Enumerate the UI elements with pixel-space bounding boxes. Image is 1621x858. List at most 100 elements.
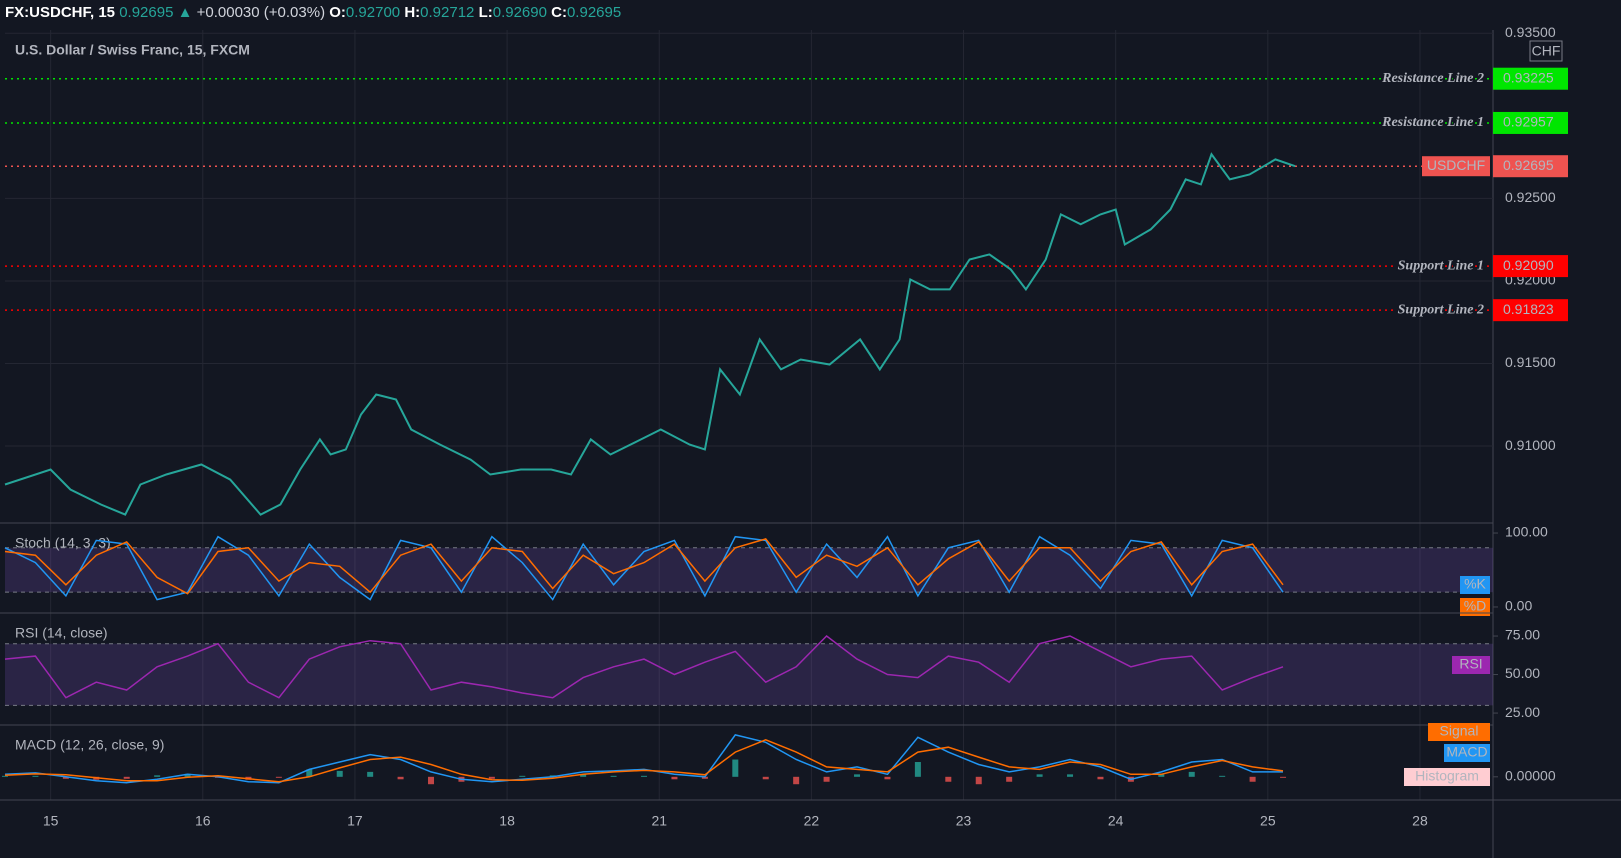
x-tick-label: 16 [195, 813, 211, 829]
level-value-box [1493, 155, 1568, 178]
level-value-box [1493, 111, 1568, 134]
ohlc-label: C: [551, 4, 567, 21]
currency: CHF [1532, 43, 1561, 59]
series-line [4, 734, 1283, 784]
histogram-bar [275, 776, 282, 778]
x-tick-label: 22 [804, 813, 820, 829]
level-name: Support Line 1 [1398, 258, 1484, 273]
histogram-bar [367, 771, 374, 777]
legend-tag [1460, 598, 1490, 616]
histogram-bar [1188, 771, 1195, 777]
histogram-bar [32, 775, 39, 777]
legend-tag [1444, 744, 1490, 762]
histogram-bar [1067, 774, 1074, 777]
legend-label: %D [1464, 598, 1487, 614]
histogram-bar [671, 776, 678, 780]
level-name: USDCHF [1427, 157, 1485, 173]
histogram-bar [580, 774, 587, 777]
level-name: Support Line 2 [1398, 302, 1484, 317]
histogram-bar [62, 776, 69, 779]
y-tick-label: 100.00 [1505, 524, 1548, 540]
level-name-box [1422, 156, 1490, 177]
x-tick-label: 18 [499, 813, 515, 829]
band-fill [5, 643, 1493, 706]
level-value-box [1493, 255, 1568, 278]
histogram-bar [519, 775, 526, 777]
histogram-bar [610, 775, 617, 777]
series-line [4, 535, 1284, 601]
histogram-bar [1249, 776, 1256, 782]
ohlc-label: O: [329, 4, 346, 21]
ohlc-value: 0.92700 [345, 4, 401, 21]
pane-title: Stoch (14, 3, 3) [15, 535, 111, 551]
band-fill [5, 547, 1493, 593]
y-tick-label: 75.00 [1505, 627, 1540, 643]
histogram-bar [1280, 776, 1287, 778]
histogram-bar [945, 776, 952, 782]
histogram-bar [123, 776, 130, 779]
x-tick-label: 15 [43, 813, 59, 829]
change: +0.00030 (+0.03%) [196, 4, 326, 21]
x-tick-label: 24 [1108, 813, 1124, 829]
y-tick-label: 0.91000 [1505, 437, 1556, 453]
pane-title: RSI (14, close) [15, 625, 108, 641]
ohlc-value: 0.92690 [492, 4, 547, 21]
histogram-bar [823, 776, 830, 782]
legend-label: RSI [1459, 656, 1482, 672]
histogram-bar [641, 775, 648, 777]
y-tick-label: 50.00 [1505, 665, 1540, 681]
legend-label: Signal [1440, 723, 1479, 739]
histogram-bar [1006, 776, 1013, 782]
histogram-bar [1219, 775, 1226, 777]
y-tick-label: 0.91500 [1505, 354, 1556, 370]
legend-tag [1404, 768, 1490, 786]
histogram-bar [914, 762, 921, 777]
level-value-box [1493, 67, 1568, 90]
last-price: 0.92695 [119, 4, 174, 21]
histogram-bar [732, 759, 739, 777]
histogram-bar [154, 775, 161, 777]
histogram-bar [854, 774, 861, 777]
level-value: 0.92695 [1503, 157, 1554, 173]
series-line [4, 538, 1284, 595]
series-line [4, 635, 1284, 699]
x-tick-label: 17 [347, 813, 363, 829]
level-name: Resistance Line 1 [1381, 115, 1484, 130]
legend-tag [1452, 656, 1490, 674]
currency-box [1529, 40, 1563, 62]
histogram-bar [488, 776, 495, 779]
x-tick-label: 21 [651, 813, 667, 829]
histogram-bar [1158, 774, 1165, 777]
histogram-bar [1097, 776, 1104, 780]
level-value-box [1493, 299, 1568, 322]
histogram-bar [701, 776, 708, 779]
series-line [4, 152, 1296, 516]
histogram-bar [1036, 774, 1043, 777]
level-name: Resistance Line 2 [1381, 71, 1484, 86]
histogram-bar [884, 776, 891, 780]
y-tick-label: 25.00 [1505, 704, 1540, 720]
series-line [4, 738, 1284, 783]
ohlc-value: 0.92712 [420, 4, 475, 21]
y-tick-label: 0.93500 [1505, 24, 1556, 40]
histogram-bar [428, 776, 435, 785]
legend-tag [1428, 723, 1490, 741]
level-value: 0.92957 [1503, 114, 1554, 130]
legend-label: %K [1464, 576, 1486, 592]
ohlc-label: H: [404, 4, 421, 21]
histogram-bar [306, 769, 313, 777]
header: FX:USDCHF, 15 0.92695 ▲ +0.00030 (+0.03%… [5, 4, 621, 21]
level-value: 0.92090 [1503, 257, 1554, 273]
symbol: FX:USDCHF, 15 [5, 4, 116, 21]
histogram-bar [336, 770, 343, 777]
x-tick-label: 25 [1260, 813, 1276, 829]
histogram-bar [793, 776, 800, 785]
histogram-bar [397, 776, 404, 780]
level-value: 0.93225 [1503, 69, 1554, 85]
change-arrow: ▲ [177, 4, 193, 21]
pane-title: U.S. Dollar / Swiss Franc, 15, FXCM [15, 42, 250, 58]
histogram-bar [975, 776, 982, 785]
legend-label: Histogram [1415, 768, 1479, 784]
